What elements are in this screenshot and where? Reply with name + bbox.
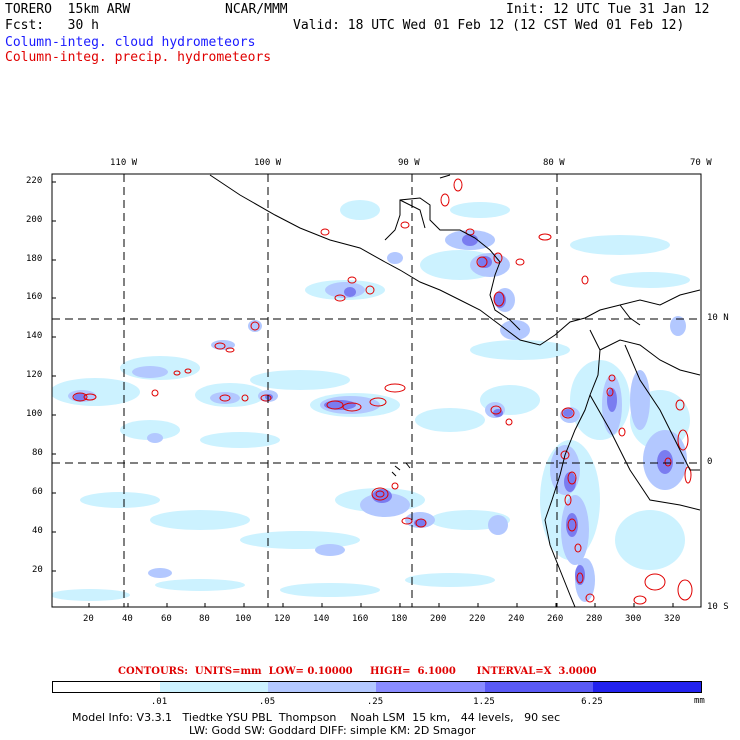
x-label: 160 (352, 614, 369, 624)
legend-swatch-1 (160, 682, 269, 692)
lon-label-80w: 80 W (543, 158, 565, 168)
legend-swatch-0 (53, 682, 161, 692)
model-physics: LW: Godd SW: Goddard DIFF: simple KM: 2D… (189, 724, 476, 737)
field-cloud-label: Column-integ. cloud hydrometeors (5, 35, 256, 50)
lon-label-100w: 100 W (254, 158, 282, 168)
x-label: 40 (122, 614, 133, 624)
y-label: 220 (26, 176, 43, 186)
lat-label-0: 0 (707, 457, 713, 467)
y-label: 160 (26, 292, 43, 302)
legend-colorbar (52, 681, 702, 693)
x-label: 300 (625, 614, 642, 624)
legend-swatch-4 (485, 682, 594, 692)
y-label: 40 (32, 526, 43, 536)
x-label: 100 (235, 614, 252, 624)
y-label: 180 (26, 254, 43, 264)
cloud-field (52, 174, 701, 607)
x-label: 180 (391, 614, 408, 624)
lon-label-70w: 70 W (690, 158, 712, 168)
y-label: 120 (26, 370, 43, 380)
x-label: 260 (547, 614, 564, 624)
legend-swatch-3 (376, 682, 486, 692)
x-label: 120 (274, 614, 291, 624)
legend-swatch-5 (593, 682, 701, 692)
y-label: 200 (26, 215, 43, 225)
x-label: 220 (469, 614, 486, 624)
field-precip-label: Column-integ. precip. hydrometeors (5, 50, 272, 65)
init-time: Init: 12 UTC Tue 31 Jan 12 (506, 2, 710, 17)
lon-label-90w: 90 W (398, 158, 420, 168)
x-label: 80 (199, 614, 210, 624)
org-label: NCAR/MMM (225, 2, 288, 17)
y-label: 140 (26, 331, 43, 341)
forecast-hour: Fcst: 30 h (5, 18, 99, 33)
y-label: 80 (32, 448, 43, 458)
lat-label-10s: 10 S (707, 602, 729, 612)
model-title: TORERO 15km ARW (5, 2, 131, 17)
contour-info: CONTOURS: UNITS=mm LOW= 0.10000 HIGH= 6.… (118, 666, 597, 677)
x-label: 20 (83, 614, 94, 624)
x-label: 200 (430, 614, 447, 624)
x-label: 320 (664, 614, 681, 624)
x-label: 140 (313, 614, 330, 624)
plot-frame (51, 173, 702, 608)
legend-unit: mm (694, 696, 705, 706)
lat-label-10n: 10 N (707, 313, 729, 323)
legend-threshold-4: 1.25 (473, 697, 495, 707)
x-label: 60 (161, 614, 172, 624)
legend-swatch-2 (268, 682, 377, 692)
y-label: 100 (26, 409, 43, 419)
lon-label-110w: 110 W (110, 158, 138, 168)
x-label: 280 (586, 614, 603, 624)
y-label: 20 (32, 565, 43, 575)
valid-time: Valid: 18 UTC Wed 01 Feb 12 (12 CST Wed … (293, 18, 685, 33)
legend-threshold-2: .05 (258, 697, 276, 707)
legend-threshold-1: .01 (150, 697, 168, 707)
model-info: Model Info: V3.3.1 Tiedtke YSU PBL Thomp… (72, 711, 561, 724)
legend-threshold-5: 6.25 (581, 697, 603, 707)
legend-threshold-3: .25 (366, 697, 384, 707)
x-label: 240 (508, 614, 525, 624)
y-label: 60 (32, 487, 43, 497)
